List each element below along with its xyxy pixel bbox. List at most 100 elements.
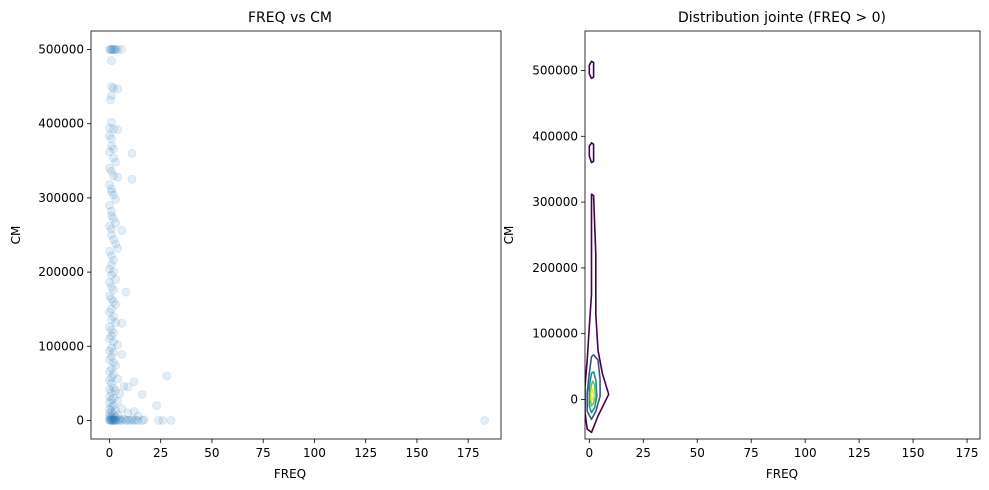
scatter-point <box>107 82 116 92</box>
scatter-point <box>107 166 116 176</box>
scatter-point <box>111 157 121 167</box>
scatter-point <box>107 372 116 382</box>
scatter-point <box>109 358 119 368</box>
x-tick-label: 100 <box>303 446 326 460</box>
scatter-point <box>158 415 168 425</box>
scatter-point <box>127 148 137 158</box>
scatter-point <box>117 415 127 425</box>
scatter-point <box>123 415 133 425</box>
scatter-point <box>104 123 114 133</box>
chart-title: FREQ vs CM <box>248 10 332 26</box>
scatter-point <box>107 331 116 341</box>
scatter-point <box>104 163 114 173</box>
scatter-point <box>127 415 137 425</box>
scatter-point <box>107 315 116 325</box>
scatter-point <box>109 401 119 411</box>
chart-title: Distribution jointe (FREQ > 0) <box>678 10 886 26</box>
scatter-point <box>117 226 127 236</box>
scatter-point <box>104 246 114 256</box>
scatter-points <box>104 45 490 425</box>
scatter-point <box>480 415 490 425</box>
scatter-point <box>105 45 115 55</box>
contour-line <box>588 142 595 164</box>
scatter-point <box>137 415 147 425</box>
scatter-point <box>111 45 121 55</box>
scatter-point <box>110 45 120 55</box>
x-tick-label: 125 <box>354 446 377 460</box>
scatter-point <box>166 415 176 425</box>
scatter-point <box>109 297 119 307</box>
scatter-point <box>104 404 114 414</box>
scatter-point <box>107 134 116 144</box>
x-tick-label: 50 <box>204 446 219 460</box>
scatter-chart: FREQ vs CM 0 25 50 75 100 125 150 175 0 100000 20… <box>9 10 502 481</box>
x-tick-label: 0 <box>106 446 114 460</box>
scatter-point <box>107 141 116 151</box>
scatter-point <box>107 415 116 425</box>
scatter-point <box>111 361 121 371</box>
scatter-point <box>107 407 116 417</box>
scatter-point <box>133 411 143 421</box>
scatter-point <box>109 328 119 338</box>
scatter-point <box>107 56 116 66</box>
contour-line <box>588 60 595 80</box>
x-tick-label: 0 <box>585 446 593 460</box>
scatter-point <box>107 260 116 270</box>
y-tick-label: 300000 <box>532 195 578 209</box>
scatter-point <box>152 401 162 411</box>
scatter-point <box>109 153 119 163</box>
scatter-point <box>104 131 114 141</box>
x-tick-label: 25 <box>636 446 651 460</box>
scatter-point <box>129 415 139 425</box>
scatter-point <box>109 171 119 181</box>
scatter-point <box>108 415 118 425</box>
scatter-point <box>129 377 139 387</box>
scatter-point <box>104 415 114 425</box>
contour-line <box>588 371 598 414</box>
scatter-point <box>107 325 116 335</box>
scatter-point <box>109 285 119 295</box>
x-tick-label: 175 <box>457 446 480 460</box>
x-tick-label: 150 <box>405 446 428 460</box>
scatter-point <box>104 291 114 301</box>
scatter-point <box>107 364 116 374</box>
scatter-point <box>109 234 119 244</box>
scatter-point <box>104 264 114 274</box>
scatter-point <box>123 382 133 392</box>
scatter-point <box>117 404 127 414</box>
x-tick-label: 150 <box>902 446 925 460</box>
scatter-point <box>107 395 116 405</box>
y-tick-label: 0 <box>76 413 84 427</box>
scatter-point <box>105 415 115 425</box>
scatter-point <box>111 412 121 422</box>
scatter-point <box>111 386 121 396</box>
scatter-point <box>113 410 123 420</box>
scatter-point <box>104 366 114 376</box>
scatter-point <box>139 415 149 425</box>
scatter-point <box>107 224 116 234</box>
x-tick-label: 175 <box>956 446 979 460</box>
scatter-point <box>109 369 119 379</box>
scatter-point <box>104 322 114 332</box>
y-axis-label: CM <box>9 226 23 245</box>
scatter-point <box>131 415 141 425</box>
scatter-point <box>109 45 119 55</box>
y-tick-label: 400000 <box>38 117 84 131</box>
scatter-point <box>109 190 119 200</box>
y-tick-label: 300000 <box>38 191 84 205</box>
scatter-point <box>127 174 137 184</box>
scatter-point <box>133 415 143 425</box>
x-tick-label: 75 <box>744 446 759 460</box>
scatter-point <box>111 239 121 249</box>
scatter-point <box>137 389 147 399</box>
x-tick-label: 75 <box>256 446 271 460</box>
scatter-point <box>115 389 125 399</box>
scatter-point <box>107 230 116 240</box>
scatter-point <box>104 180 114 190</box>
scatter-point <box>107 282 116 292</box>
contour-line <box>586 354 601 421</box>
scatter-point <box>104 398 114 408</box>
scatter-point <box>108 45 118 55</box>
scatter-point <box>104 346 114 356</box>
scatter-point <box>104 392 114 402</box>
